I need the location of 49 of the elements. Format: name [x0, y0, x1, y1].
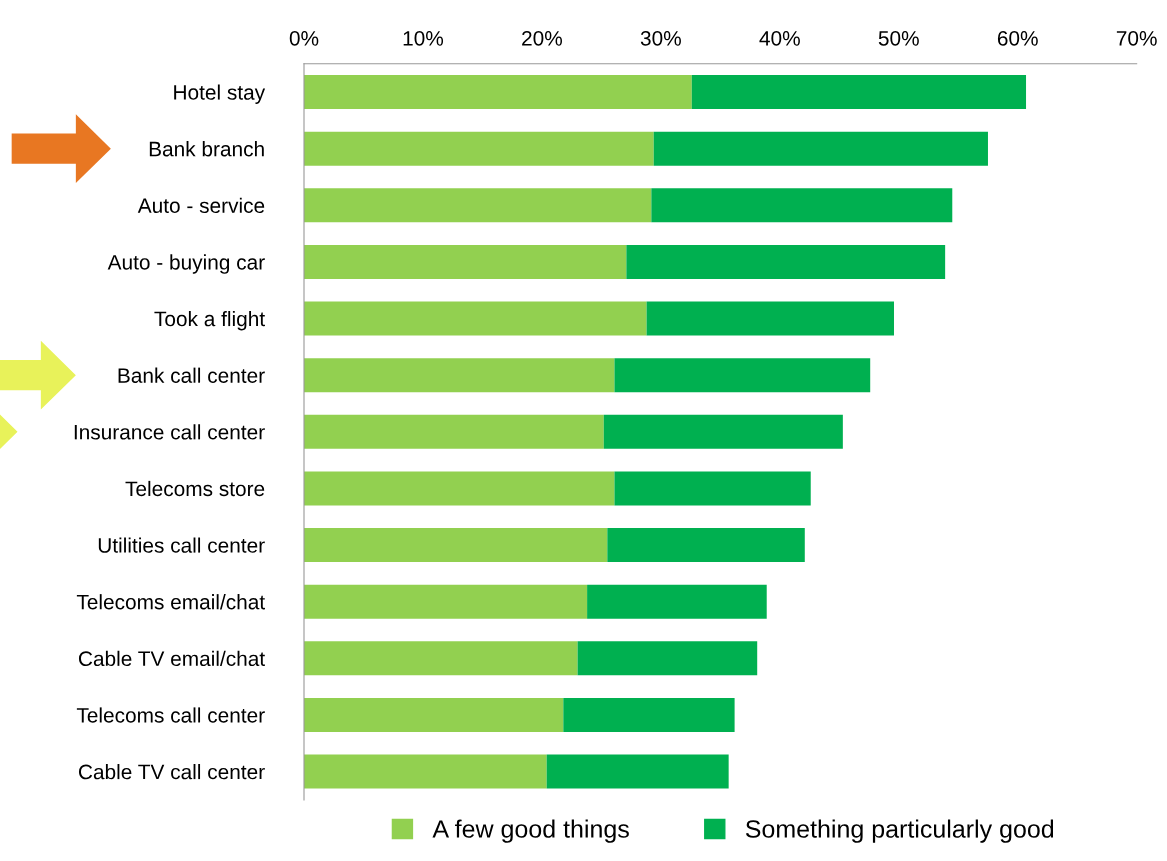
- bar: [304, 414, 604, 449]
- y-tick-label: Telecoms email/chat: [76, 594, 265, 610]
- x-tick-label: 70%: [1116, 30, 1157, 46]
- bar: [304, 244, 627, 279]
- y-tick-label: Telecoms call center: [76, 707, 265, 723]
- bar: [304, 131, 654, 166]
- bar: [607, 528, 805, 563]
- x-tick-label: 10%: [403, 30, 444, 46]
- bar: [691, 75, 1027, 110]
- y-tick-label: Hotel stay: [174, 84, 266, 104]
- bar: [651, 188, 953, 223]
- y-tick-label: Cable TV call center: [78, 764, 265, 780]
- bar: [304, 471, 615, 506]
- bar: [304, 358, 615, 393]
- bar: [304, 754, 547, 789]
- bar: [304, 301, 647, 336]
- legend-label: A few good things: [432, 819, 629, 843]
- y-tick-label: Auto - service: [137, 197, 265, 214]
- x-tick-label: 40%: [759, 30, 800, 46]
- x-tick-label: 50%: [878, 30, 919, 46]
- x-tick-label: 20%: [522, 30, 563, 46]
- bar: [653, 131, 988, 166]
- bar: [603, 414, 843, 449]
- y-tick-label: Bank call center: [118, 367, 265, 383]
- y-tick-label: Cable TV email/chat: [78, 650, 265, 667]
- bar: [304, 697, 564, 732]
- bar: [626, 244, 946, 279]
- bar: [304, 188, 652, 223]
- y-tick-label: Insurance call center: [74, 424, 265, 440]
- y-tick-label: Bank branch: [149, 141, 264, 157]
- bar: [304, 528, 608, 563]
- y-tick-label: Took a flight: [154, 310, 265, 331]
- bar: [304, 584, 588, 619]
- y-tick-label: Utilities call center: [98, 537, 265, 553]
- bar: [563, 697, 735, 732]
- legend-label: Something particularly good: [745, 819, 1054, 843]
- x-tick-label: 60%: [997, 30, 1038, 46]
- bar: [304, 641, 578, 676]
- bar: [587, 584, 767, 619]
- y-tick-label: Telecoms store: [125, 480, 265, 497]
- bar: [614, 358, 871, 393]
- bar: [304, 75, 692, 110]
- bar: [646, 301, 894, 336]
- bar: [577, 641, 758, 676]
- y-tick-label: Auto - buying car: [107, 254, 265, 274]
- x-tick-label: 30%: [640, 30, 681, 46]
- x-tick-label: 0%: [289, 30, 319, 46]
- bar: [546, 754, 729, 789]
- bar: [614, 471, 811, 506]
